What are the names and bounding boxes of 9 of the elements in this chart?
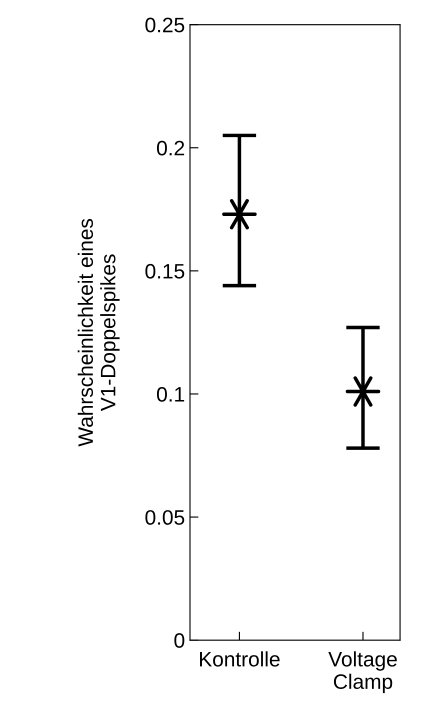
y-axis-title: Wahrscheinlichkeit eines V1-Doppelspikes: [78, 218, 120, 447]
y-tick-label: 0.05: [145, 510, 184, 525]
y-tick-label: 0.1: [156, 386, 184, 402]
y-tick-label: 0: [174, 633, 184, 648]
x-tick-label: Voltage Clamp: [328, 651, 397, 694]
x-tick-label: Kontrolle: [200, 651, 280, 667]
y-tick-label: 0.15: [145, 264, 184, 279]
y-tick-label: 0.25: [145, 18, 184, 32]
y-tick-label: 0.2: [156, 140, 184, 156]
